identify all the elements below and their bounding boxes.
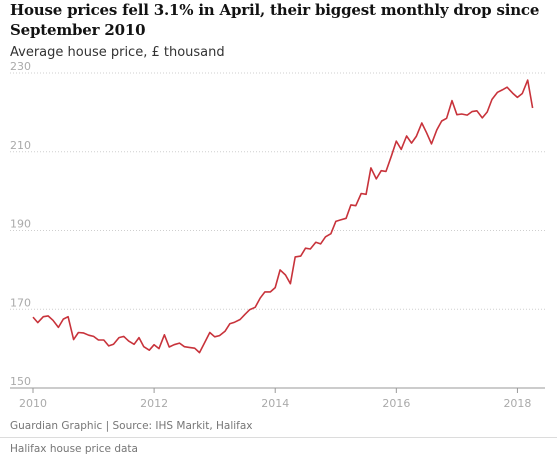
y-tick-label-150: 150	[10, 375, 31, 388]
y-tick-label-190: 190	[10, 218, 31, 231]
x-tick-label-2014: 2014	[261, 397, 289, 410]
x-tick-label-2012: 2012	[140, 397, 168, 410]
y-tick-label-210: 210	[10, 139, 31, 152]
series-line-0	[32, 79, 534, 354]
x-tick-label-2016: 2016	[382, 397, 410, 410]
chart-caption: Halifax house price data	[10, 443, 138, 455]
x-tick-label-2018: 2018	[503, 397, 531, 410]
chart-title: House prices fell 3.1% in April, their b…	[10, 1, 540, 39]
y-tick-label-230: 230	[10, 60, 31, 73]
y-axis-label: Average house price, £ thousand	[10, 45, 225, 60]
x-tick-label-2010: 2010	[19, 397, 47, 410]
y-tick-label-170: 170	[10, 296, 31, 309]
divider	[0, 437, 557, 438]
source-credit: Guardian Graphic | Source: IHS Markit, H…	[10, 420, 253, 432]
